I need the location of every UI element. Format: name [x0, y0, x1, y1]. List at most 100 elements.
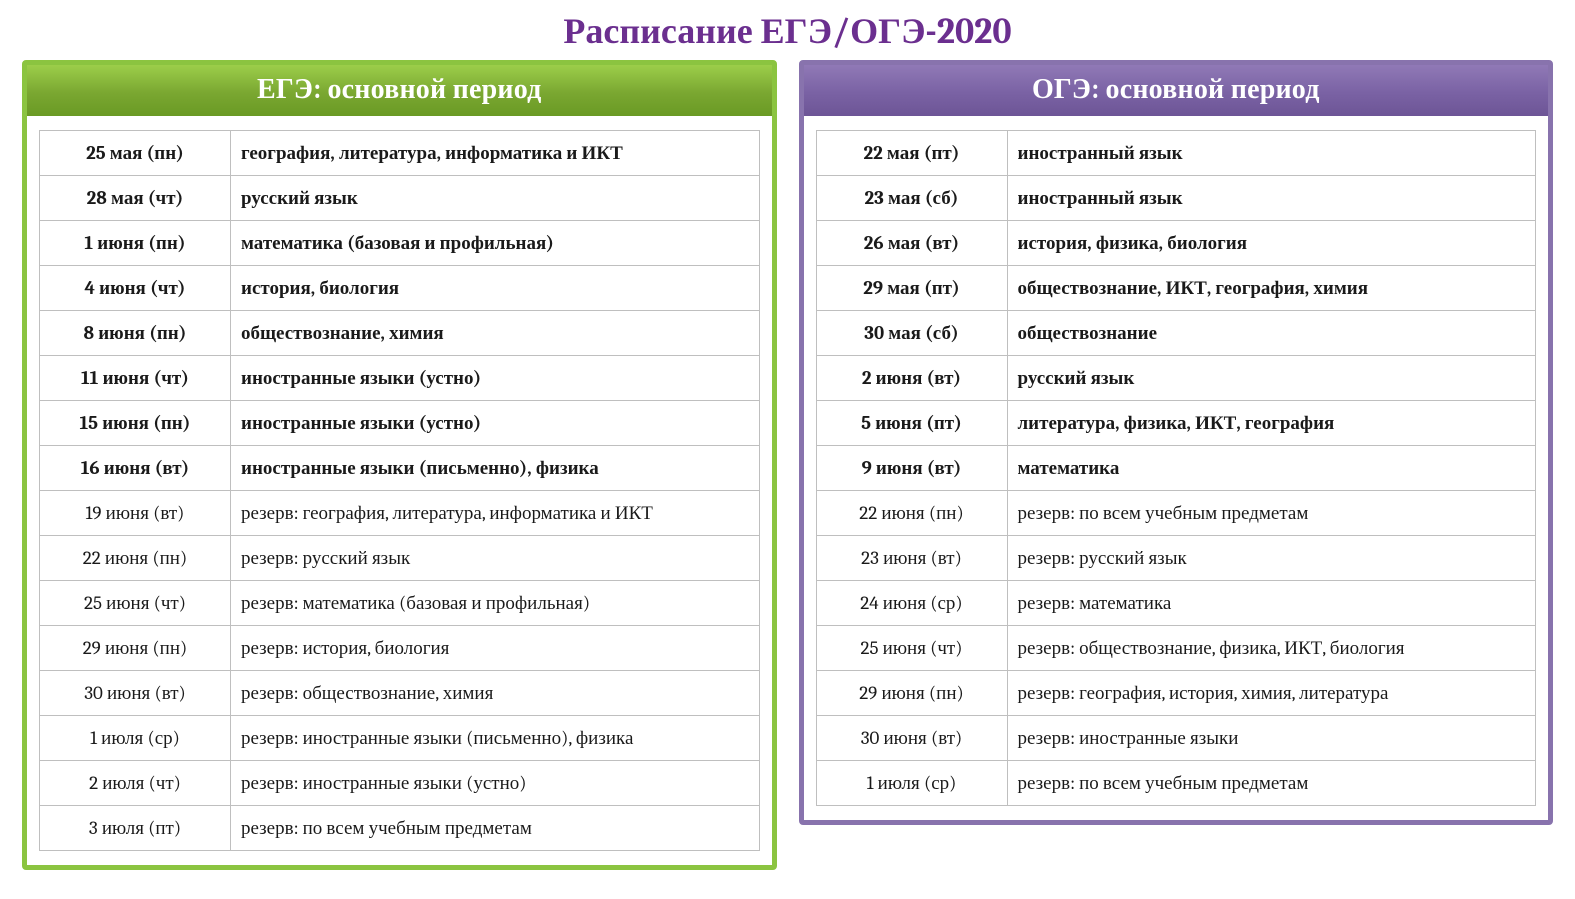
table-row: 25 июня (чт)резерв: математика (базовая … [40, 581, 760, 626]
table-row: 3 июля (пт)резерв: по всем учебным предм… [40, 806, 760, 851]
page-title: Расписание ЕГЭ/ОГЭ-2020 [22, 10, 1553, 52]
date-cell: 1 июля (ср) [816, 761, 1007, 806]
date-cell: 22 июня (пн) [40, 536, 231, 581]
panel-ege-body: 25 мая (пн)география, литература, информ… [27, 116, 772, 865]
subject-cell: литература, физика, ИКТ, география [1007, 401, 1536, 446]
table-row: 5 июня (пт)литература, физика, ИКТ, геог… [816, 401, 1536, 446]
subject-cell: русский язык [231, 176, 760, 221]
subject-cell: обществознание, ИКТ, география, химия [1007, 266, 1536, 311]
table-row: 4 июня (чт)история, биология [40, 266, 760, 311]
date-cell: 2 июня (вт) [816, 356, 1007, 401]
date-cell: 23 мая (сб) [816, 176, 1007, 221]
subject-cell: иностранный язык [1007, 131, 1536, 176]
subject-cell: иностранный язык [1007, 176, 1536, 221]
date-cell: 8 июня (пн) [40, 311, 231, 356]
table-row: 30 июня (вт)резерв: иностранные языки [816, 716, 1536, 761]
subject-cell: резерв: география, история, химия, литер… [1007, 671, 1536, 716]
table-row: 23 июня (вт)резерв: русский язык [816, 536, 1536, 581]
date-cell: 23 июня (вт) [816, 536, 1007, 581]
subject-cell: резерв: математика [1007, 581, 1536, 626]
subject-cell: резерв: обществознание, химия [231, 671, 760, 716]
ege-table: 25 мая (пн)география, литература, информ… [39, 130, 760, 851]
table-row: 2 июня (вт)русский язык [816, 356, 1536, 401]
table-row: 25 июня (чт)резерв: обществознание, физи… [816, 626, 1536, 671]
date-cell: 16 июня (вт) [40, 446, 231, 491]
table-row: 1 июля (ср)резерв: по всем учебным предм… [816, 761, 1536, 806]
table-row: 15 июня (пн)иностранные языки (устно) [40, 401, 760, 446]
table-row: 25 мая (пн)география, литература, информ… [40, 131, 760, 176]
subject-cell: резерв: иностранные языки (устно) [231, 761, 760, 806]
table-row: 19 июня (вт)резерв: география, литератур… [40, 491, 760, 536]
subject-cell: математика [1007, 446, 1536, 491]
table-row: 29 июня (пн)резерв: география, история, … [816, 671, 1536, 716]
panel-oge-body: 22 мая (пт)иностранный язык23 мая (сб)ин… [804, 116, 1549, 820]
panel-ege: ЕГЭ: основной период 25 мая (пн)географи… [22, 60, 777, 870]
date-cell: 29 мая (пт) [816, 266, 1007, 311]
subject-cell: иностранные языки (устно) [231, 401, 760, 446]
table-row: 29 мая (пт)обществознание, ИКТ, географи… [816, 266, 1536, 311]
date-cell: 3 июля (пт) [40, 806, 231, 851]
table-row: 22 мая (пт)иностранный язык [816, 131, 1536, 176]
subject-cell: резерв: по всем учебным предметам [1007, 761, 1536, 806]
table-row: 22 июня (пн)резерв: русский язык [40, 536, 760, 581]
date-cell: 5 июня (пт) [816, 401, 1007, 446]
page: Расписание ЕГЭ/ОГЭ-2020 ЕГЭ: основной пе… [0, 0, 1575, 892]
subject-cell: резерв: русский язык [1007, 536, 1536, 581]
subject-cell: обществознание, химия [231, 311, 760, 356]
table-row: 29 июня (пн)резерв: история, биология [40, 626, 760, 671]
panel-ege-header: ЕГЭ: основной период [27, 65, 772, 116]
date-cell: 25 июня (чт) [816, 626, 1007, 671]
date-cell: 22 мая (пт) [816, 131, 1007, 176]
date-cell: 11 июня (чт) [40, 356, 231, 401]
date-cell: 29 июня (пн) [40, 626, 231, 671]
table-row: 30 июня (вт)резерв: обществознание, хими… [40, 671, 760, 716]
subject-cell: резерв: иностранные языки [1007, 716, 1536, 761]
table-row: 9 июня (вт)математика [816, 446, 1536, 491]
subject-cell: резерв: по всем учебным предметам [1007, 491, 1536, 536]
table-row: 11 июня (чт)иностранные языки (устно) [40, 356, 760, 401]
table-row: 2 июля (чт)резерв: иностранные языки (ус… [40, 761, 760, 806]
date-cell: 30 июня (вт) [816, 716, 1007, 761]
panels: ЕГЭ: основной период 25 мая (пн)географи… [22, 60, 1553, 870]
subject-cell: иностранные языки (устно) [231, 356, 760, 401]
subject-cell: резерв: обществознание, физика, ИКТ, био… [1007, 626, 1536, 671]
oge-table: 22 мая (пт)иностранный язык23 мая (сб)ин… [816, 130, 1537, 806]
subject-cell: резерв: иностранные языки (письменно), ф… [231, 716, 760, 761]
subject-cell: резерв: русский язык [231, 536, 760, 581]
table-row: 28 мая (чт)русский язык [40, 176, 760, 221]
subject-cell: история, биология [231, 266, 760, 311]
subject-cell: резерв: по всем учебным предметам [231, 806, 760, 851]
subject-cell: математика (базовая и профильная) [231, 221, 760, 266]
table-row: 30 мая (сб)обществознание [816, 311, 1536, 356]
date-cell: 28 мая (чт) [40, 176, 231, 221]
table-row: 1 июля (ср)резерв: иностранные языки (пи… [40, 716, 760, 761]
date-cell: 26 мая (вт) [816, 221, 1007, 266]
date-cell: 4 июня (чт) [40, 266, 231, 311]
date-cell: 15 июня (пн) [40, 401, 231, 446]
date-cell: 2 июля (чт) [40, 761, 231, 806]
subject-cell: география, литература, информатика и ИКТ [231, 131, 760, 176]
panel-oge: ОГЭ: основной период 22 мая (пт)иностран… [799, 60, 1554, 825]
subject-cell: история, физика, биология [1007, 221, 1536, 266]
date-cell: 1 июля (ср) [40, 716, 231, 761]
table-row: 26 мая (вт)история, физика, биология [816, 221, 1536, 266]
subject-cell: резерв: история, биология [231, 626, 760, 671]
date-cell: 30 июня (вт) [40, 671, 231, 716]
date-cell: 19 июня (вт) [40, 491, 231, 536]
subject-cell: обществознание [1007, 311, 1536, 356]
date-cell: 30 мая (сб) [816, 311, 1007, 356]
table-row: 22 июня (пн)резерв: по всем учебным пред… [816, 491, 1536, 536]
table-row: 1 июня (пн)математика (базовая и профиль… [40, 221, 760, 266]
date-cell: 9 июня (вт) [816, 446, 1007, 491]
table-row: 23 мая (сб)иностранный язык [816, 176, 1536, 221]
panel-oge-header: ОГЭ: основной период [804, 65, 1549, 116]
subject-cell: резерв: математика (базовая и профильная… [231, 581, 760, 626]
subject-cell: резерв: география, литература, информати… [231, 491, 760, 536]
date-cell: 24 июня (ср) [816, 581, 1007, 626]
date-cell: 1 июня (пн) [40, 221, 231, 266]
date-cell: 29 июня (пн) [816, 671, 1007, 716]
table-row: 8 июня (пн)обществознание, химия [40, 311, 760, 356]
table-row: 16 июня (вт)иностранные языки (письменно… [40, 446, 760, 491]
date-cell: 25 июня (чт) [40, 581, 231, 626]
subject-cell: русский язык [1007, 356, 1536, 401]
